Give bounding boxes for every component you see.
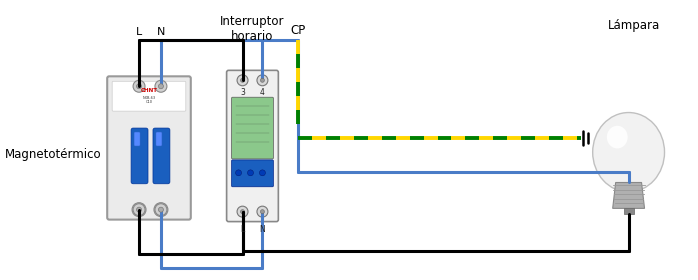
- Text: 4: 4: [260, 88, 265, 97]
- Circle shape: [158, 84, 163, 89]
- Text: N: N: [260, 225, 265, 234]
- Text: CP: CP: [290, 24, 306, 36]
- Circle shape: [260, 78, 265, 82]
- FancyBboxPatch shape: [153, 128, 170, 184]
- FancyBboxPatch shape: [107, 76, 191, 220]
- FancyBboxPatch shape: [156, 132, 162, 146]
- Text: L: L: [240, 225, 245, 234]
- Circle shape: [241, 210, 244, 214]
- FancyBboxPatch shape: [134, 132, 140, 146]
- Text: Magnetotérmico: Magnetotérmico: [5, 148, 101, 162]
- Text: N: N: [157, 27, 165, 36]
- Circle shape: [260, 210, 265, 214]
- Circle shape: [237, 206, 248, 217]
- Text: NXB-63
C10: NXB-63 C10: [142, 96, 156, 104]
- Circle shape: [257, 75, 268, 86]
- FancyBboxPatch shape: [131, 128, 148, 184]
- Circle shape: [158, 207, 163, 212]
- FancyBboxPatch shape: [232, 97, 274, 159]
- Circle shape: [133, 204, 145, 216]
- Circle shape: [132, 203, 146, 217]
- Circle shape: [248, 170, 253, 176]
- Circle shape: [137, 207, 142, 212]
- Circle shape: [237, 75, 248, 86]
- Ellipse shape: [593, 113, 664, 192]
- Circle shape: [155, 204, 167, 216]
- FancyBboxPatch shape: [112, 81, 186, 111]
- Circle shape: [257, 206, 268, 217]
- Text: CHNT: CHNT: [140, 88, 158, 93]
- Circle shape: [235, 170, 242, 176]
- Circle shape: [155, 80, 167, 92]
- FancyBboxPatch shape: [232, 160, 274, 187]
- Text: L: L: [136, 27, 142, 36]
- FancyBboxPatch shape: [227, 70, 279, 221]
- Text: 3: 3: [240, 88, 245, 97]
- Circle shape: [241, 78, 244, 82]
- Circle shape: [137, 84, 142, 89]
- Ellipse shape: [607, 126, 628, 148]
- Circle shape: [133, 80, 145, 92]
- Text: Interruptor
horario: Interruptor horario: [221, 15, 285, 43]
- Polygon shape: [613, 183, 644, 208]
- Bar: [623, 208, 634, 214]
- Circle shape: [154, 203, 168, 217]
- Text: Lámpara: Lámpara: [607, 18, 660, 32]
- Circle shape: [260, 170, 265, 176]
